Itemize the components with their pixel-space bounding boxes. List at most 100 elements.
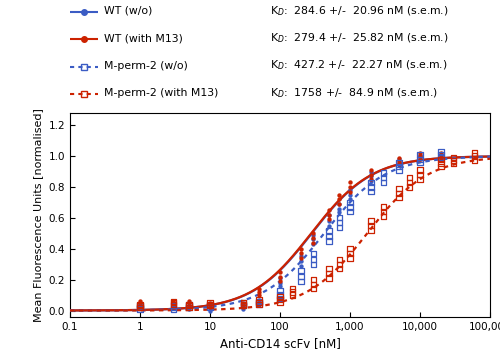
Point xyxy=(185,298,193,304)
Point xyxy=(367,176,375,182)
Point xyxy=(310,241,318,247)
Point xyxy=(170,306,177,312)
Point xyxy=(470,153,478,159)
Point xyxy=(346,189,354,194)
Point xyxy=(276,292,284,298)
Point xyxy=(437,155,445,161)
Point xyxy=(346,204,354,210)
Point xyxy=(335,201,343,207)
Point xyxy=(346,184,354,190)
Point xyxy=(310,261,318,267)
Point xyxy=(170,303,177,309)
Point xyxy=(297,263,305,269)
Point xyxy=(170,303,177,309)
Point xyxy=(367,184,375,190)
Point xyxy=(297,268,305,273)
Point xyxy=(416,156,424,162)
Point xyxy=(325,212,333,218)
Point xyxy=(416,172,424,178)
Point xyxy=(297,258,305,264)
Point xyxy=(276,269,284,275)
Point xyxy=(367,223,375,229)
Point xyxy=(276,278,284,284)
Point xyxy=(136,302,144,308)
Point xyxy=(346,197,354,202)
Point xyxy=(240,305,248,310)
Point xyxy=(206,306,214,312)
Point xyxy=(255,301,263,307)
Point xyxy=(185,300,193,306)
Text: M-perm-2 (w/o): M-perm-2 (w/o) xyxy=(104,60,188,71)
Text: K$_D$:  284.6 +/-  20.96 nM (s.e.m.): K$_D$: 284.6 +/- 20.96 nM (s.e.m.) xyxy=(270,4,448,18)
Point xyxy=(240,305,248,310)
Point xyxy=(240,303,248,309)
Point xyxy=(380,170,388,176)
Point xyxy=(325,207,333,213)
Point xyxy=(240,306,248,312)
Point xyxy=(297,278,305,284)
Text: K$_D$:  279.4 +/-  25.82 nM (s.e.m.): K$_D$: 279.4 +/- 25.82 nM (s.e.m.) xyxy=(270,31,448,45)
Point xyxy=(405,179,413,185)
Point xyxy=(185,301,193,307)
Point xyxy=(288,286,296,292)
Point xyxy=(416,176,424,182)
Point xyxy=(310,240,318,245)
Point xyxy=(206,308,214,313)
Point xyxy=(310,230,318,236)
Point xyxy=(437,156,445,162)
Point xyxy=(206,300,214,306)
Point xyxy=(395,156,403,162)
Point xyxy=(325,270,333,276)
Point xyxy=(170,301,177,307)
Point xyxy=(437,152,445,158)
Point xyxy=(185,301,193,307)
Point xyxy=(240,300,248,306)
Text: WT (w/o): WT (w/o) xyxy=(104,6,152,16)
Point xyxy=(240,303,248,309)
Point xyxy=(346,187,354,193)
Point xyxy=(437,152,445,158)
Point xyxy=(367,173,375,179)
Point xyxy=(395,195,403,201)
Point xyxy=(255,298,263,304)
Point xyxy=(416,156,424,162)
Point xyxy=(395,162,403,168)
Point xyxy=(325,238,333,244)
Point xyxy=(335,219,343,225)
Point xyxy=(437,153,445,159)
Point xyxy=(206,300,214,306)
Point xyxy=(276,294,284,300)
Point xyxy=(170,300,177,306)
Point xyxy=(255,292,263,298)
Point xyxy=(185,305,193,310)
Point xyxy=(395,159,403,165)
Point xyxy=(297,246,305,252)
Point xyxy=(276,288,284,293)
Point xyxy=(136,300,144,306)
Point xyxy=(170,298,177,304)
Point xyxy=(335,261,343,267)
Point xyxy=(185,303,193,309)
Text: K$_D$:  427.2 +/-  22.27 nM (s.e.m.): K$_D$: 427.2 +/- 22.27 nM (s.e.m.) xyxy=(270,59,448,72)
Point xyxy=(335,224,343,230)
Point xyxy=(346,199,354,205)
Point xyxy=(136,298,144,304)
Point xyxy=(136,306,144,312)
Point xyxy=(288,289,296,295)
Point xyxy=(255,297,263,302)
Point xyxy=(255,301,263,307)
Point xyxy=(240,300,248,306)
Point xyxy=(380,213,388,219)
Point xyxy=(437,150,445,156)
Point xyxy=(416,153,424,159)
Text: K$_D$:  1758 +/-  84.9 nM (s.e.m.): K$_D$: 1758 +/- 84.9 nM (s.e.m.) xyxy=(270,86,438,100)
Point xyxy=(405,175,413,181)
Point xyxy=(346,209,354,215)
Point xyxy=(206,303,214,309)
Point xyxy=(288,292,296,298)
Point xyxy=(335,215,343,221)
Point xyxy=(437,155,445,161)
Point xyxy=(380,209,388,215)
Point xyxy=(325,212,333,218)
Point xyxy=(380,179,388,185)
